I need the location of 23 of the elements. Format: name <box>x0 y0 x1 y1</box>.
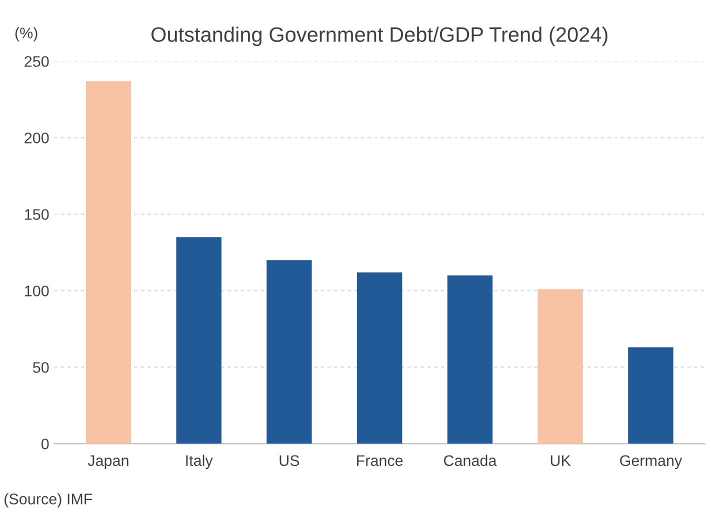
chart-title: Outstanding Government Debt/GDP Trend (2024) <box>151 26 608 46</box>
x-tick-label: France <box>357 455 403 466</box>
y-tick-label: 50 <box>32 362 49 373</box>
y-axis-title: (%) <box>15 27 38 42</box>
text: (Source) IMF <box>4 493 92 508</box>
bar <box>628 347 674 444</box>
y-tick-label: 200 <box>24 132 49 144</box>
x-tick-label: Germany <box>620 455 682 470</box>
bar <box>266 260 312 444</box>
y-tick-label: 0 <box>41 438 49 450</box>
x-tick-label: Japan <box>88 455 128 470</box>
y-tick-label: 250 <box>24 56 49 67</box>
y-tick-label: 150 <box>25 209 49 220</box>
bar <box>538 289 583 444</box>
bar <box>176 237 222 444</box>
x-tick-label: UK <box>550 455 571 466</box>
bar <box>356 272 402 444</box>
y-tick-label: 100 <box>25 286 49 296</box>
x-tick-label: US <box>280 455 300 466</box>
x-tick-label: Italy <box>186 454 213 470</box>
bar <box>86 81 132 444</box>
x-tick-label: Canada <box>444 454 497 466</box>
bar <box>447 275 493 444</box>
